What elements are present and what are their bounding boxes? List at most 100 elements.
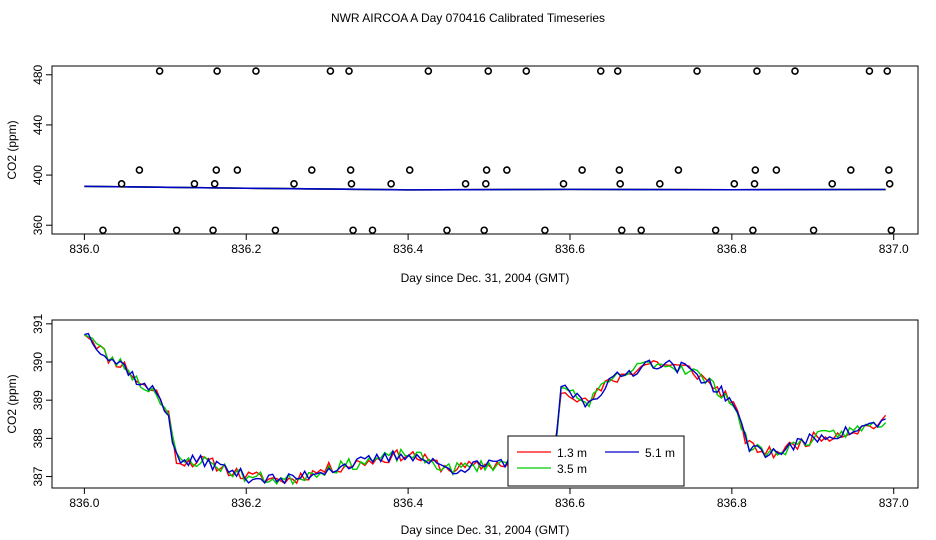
scatter-point: [616, 180, 624, 188]
scatter-point: [135, 166, 144, 174]
scatter-point: [615, 166, 624, 174]
bottom-y-axis-label: CO2 (ppm): [5, 374, 19, 433]
scatter-point: [480, 226, 488, 235]
scatter-point: [751, 166, 760, 174]
scatter-point: [828, 180, 837, 188]
scatter-point: [674, 166, 683, 174]
scatter-point: [541, 226, 549, 235]
top-scatter-points: [99, 67, 896, 235]
scatter-point: [883, 67, 892, 75]
bottom-y-axis: 387 388 389 390 391: [31, 313, 52, 487]
scatter-point: [424, 67, 433, 75]
scatter-point: [749, 226, 757, 235]
scatter-point: [484, 67, 493, 75]
scatter-point: [885, 166, 893, 174]
legend-box: [507, 435, 685, 487]
bottom-x-tick-label: 836.0: [69, 496, 99, 510]
scatter-point: [791, 67, 799, 75]
top-x-tick-label: 836.8: [717, 242, 747, 256]
top-plot-frame: [51, 65, 919, 235]
scatter-point: [482, 180, 490, 188]
bottom-y-tick-label: 390: [31, 352, 45, 372]
chart-title: NWR AIRCOA A Day 070416 Calibrated Times…: [331, 11, 605, 25]
scatter-point: [809, 226, 818, 235]
scatter-point: [99, 226, 107, 235]
scatter-point: [443, 226, 451, 235]
legend-label-1-3m: 1.3 m: [557, 446, 587, 460]
bottom-x-tick-label: 837.0: [879, 496, 909, 510]
bottom-series-line: [83, 334, 887, 485]
scatter-point: [578, 166, 586, 174]
scatter-point: [405, 166, 414, 174]
top-y-tick-label: 440: [31, 115, 45, 135]
bottom-x-tick-label: 836.6: [555, 496, 585, 510]
bottom-x-tick-label: 836.2: [231, 496, 261, 510]
scatter-point: [847, 166, 855, 174]
scatter-point: [346, 166, 355, 174]
scatter-point: [461, 180, 470, 188]
scatter-point: [596, 67, 605, 75]
scatter-point: [711, 226, 720, 235]
scatter-point: [503, 166, 511, 174]
legend-label-5-1m: 5.1 m: [645, 446, 675, 460]
legend: 1.3 m 5.1 m 3.5 m: [507, 435, 685, 487]
scatter-point: [212, 166, 221, 174]
bottom-x-axis-label: Day since Dec. 31, 2004 (GMT): [401, 523, 570, 537]
bottom-series-lines: [83, 332, 887, 486]
top-x-tick-label: 837.0: [879, 242, 909, 256]
bottom-y-tick-label: 391: [31, 313, 45, 333]
scatter-point: [233, 166, 242, 174]
bottom-series-line: [84, 332, 886, 485]
scatter-point: [172, 226, 181, 235]
top-x-axis: 836.0 836.2 836.4 836.6 836.8 837.0: [69, 234, 909, 256]
scatter-point: [772, 166, 781, 174]
top-series-lines: [84, 185, 886, 191]
top-x-axis-label: Day since Dec. 31, 2004 (GMT): [401, 271, 570, 285]
scatter-point: [252, 67, 260, 75]
scatter-point: [753, 67, 761, 75]
scatter-point: [368, 226, 377, 235]
scatter-point: [559, 180, 568, 188]
scatter-point: [209, 226, 217, 235]
scatter-point: [522, 67, 531, 75]
bottom-y-tick-label: 387: [31, 466, 45, 486]
scatter-point: [155, 67, 164, 75]
scatter-point: [887, 226, 896, 235]
scatter-point: [271, 226, 280, 235]
scatter-point: [637, 226, 646, 235]
scatter-point: [750, 180, 759, 188]
scatter-point: [617, 226, 626, 235]
scatter-point: [730, 180, 739, 188]
top-series-line: [84, 185, 886, 191]
scatter-point: [482, 166, 491, 174]
bottom-y-tick-label: 389: [31, 390, 45, 410]
scatter-point: [347, 180, 356, 188]
top-x-tick-label: 836.6: [555, 242, 585, 256]
scatter-point: [349, 226, 357, 235]
scatter-point: [613, 67, 622, 75]
legend-label-3-5m: 3.5 m: [557, 462, 587, 476]
bottom-x-axis: 836.0 836.2 836.4 836.6 836.8 837.0: [69, 488, 909, 510]
bottom-x-tick-label: 836.8: [717, 496, 747, 510]
top-y-axis-label: CO2 (ppm): [5, 120, 19, 179]
scatter-point: [307, 166, 316, 174]
scatter-point: [190, 180, 199, 188]
top-y-tick-label: 480: [31, 64, 45, 84]
top-x-tick-label: 836.4: [393, 242, 423, 256]
scatter-point: [290, 180, 298, 188]
top-y-tick-label: 360: [31, 215, 45, 235]
top-x-tick-label: 836.0: [69, 242, 99, 256]
top-y-tick-label: 400: [31, 165, 45, 185]
bottom-plot-frame: [51, 319, 919, 489]
scatter-point: [693, 67, 701, 75]
top-x-tick-label: 836.2: [231, 242, 261, 256]
scatter-point: [326, 67, 335, 75]
scatter-point: [387, 180, 395, 188]
scatter-point: [656, 180, 664, 188]
bottom-y-tick-label: 388: [31, 428, 45, 448]
scatter-point: [117, 180, 126, 188]
scatter-point: [213, 67, 221, 75]
top-panel: 836.0 836.2 836.4 836.6 836.8 837.0 360 400 440…: [5, 64, 919, 285]
bottom-panel: 836.0 836.2 836.4 836.6 836.8 837.0 387 388 389…: [5, 313, 919, 537]
